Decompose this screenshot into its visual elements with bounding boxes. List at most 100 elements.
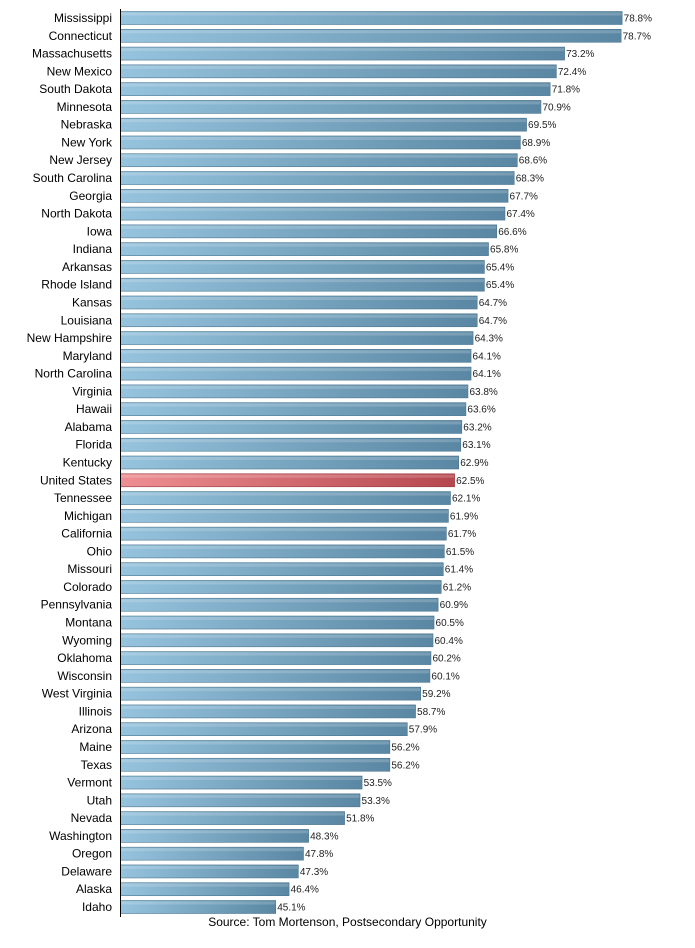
bar-highlight-nebraska (121, 119, 527, 123)
bar-highlight-delaware (121, 865, 298, 869)
value-label-west-virginia: 59.2% (422, 689, 450, 700)
value-label-hawaii: 63.6% (467, 405, 495, 416)
category-label-kentucky: Kentucky (63, 456, 112, 470)
bar-highlight-louisiana (121, 314, 477, 318)
value-label-maryland: 64.1% (473, 351, 501, 362)
category-label-florida: Florida (75, 438, 112, 452)
bar-highlight-connecticut (121, 30, 621, 34)
category-label-south-dakota: South Dakota (39, 82, 112, 96)
value-label-wisconsin: 60.1% (431, 671, 459, 682)
category-label-maine: Maine (79, 740, 112, 754)
value-label-florida: 63.1% (462, 440, 490, 451)
bar-highlight-wyoming (121, 634, 433, 638)
category-label-arkansas: Arkansas (62, 260, 112, 274)
bar-highlight-mississippi (121, 12, 622, 16)
category-label-united-states: United States (40, 473, 112, 487)
category-label-connecticut: Connecticut (49, 29, 113, 43)
value-label-south-dakota: 71.8% (552, 85, 580, 96)
bar-highlight-oklahoma (121, 652, 431, 656)
value-label-georgia: 67.7% (510, 191, 538, 202)
category-label-california: California (61, 527, 112, 541)
bar-highlight-colorado (121, 581, 441, 585)
category-label-massachusetts: Massachusetts (32, 47, 112, 61)
value-label-new-hampshire: 64.3% (475, 334, 503, 345)
bar-highlight-georgia (121, 190, 508, 194)
category-label-iowa: Iowa (87, 224, 113, 238)
bar-highlight-florida (121, 439, 461, 443)
category-label-pennsylvania: Pennsylvania (41, 598, 113, 612)
bar-highlight-new-mexico (121, 65, 556, 69)
category-label-texas: Texas (81, 758, 112, 772)
bar-highlight-north-dakota (121, 208, 505, 212)
category-label-georgia: Georgia (69, 189, 112, 203)
bar-highlight-wisconsin (121, 670, 430, 674)
value-label-virginia: 63.8% (469, 387, 497, 398)
value-label-north-carolina: 64.1% (473, 369, 501, 380)
category-label-rhode-island: Rhode Island (41, 278, 112, 292)
bar-highlight-new-hampshire (121, 332, 473, 336)
bar-highlight-indiana (121, 243, 489, 247)
category-label-ohio: Ohio (87, 544, 113, 558)
value-label-united-states: 62.5% (456, 476, 484, 487)
category-label-south-carolina: South Carolina (33, 171, 113, 185)
value-label-idaho: 45.1% (277, 903, 305, 914)
value-label-mississippi: 78.8% (624, 14, 652, 25)
bar-highlight-alabama (121, 421, 462, 425)
bar-highlight-iowa (121, 225, 497, 229)
bar-highlight-west-virginia (121, 688, 421, 692)
value-label-south-carolina: 68.3% (516, 174, 544, 185)
value-label-illinois: 58.7% (417, 707, 445, 718)
category-label-montana: Montana (65, 616, 112, 630)
category-label-michigan: Michigan (64, 509, 112, 523)
value-label-massachusetts: 73.2% (566, 49, 594, 60)
value-label-rhode-island: 65.4% (486, 280, 514, 291)
bar-highlight-hawaii (121, 403, 466, 407)
category-label-oklahoma: Oklahoma (57, 651, 112, 665)
bar-highlight-missouri (121, 563, 443, 567)
bar-highlight-maryland (121, 350, 471, 354)
category-label-west-virginia: West Virginia (42, 687, 113, 701)
category-label-louisiana: Louisiana (61, 313, 113, 327)
value-label-colorado: 61.2% (443, 582, 471, 593)
value-label-kentucky: 62.9% (460, 458, 488, 469)
value-label-tennessee: 62.1% (452, 494, 480, 505)
category-label-wyoming: Wyoming (62, 633, 112, 647)
category-label-north-carolina: North Carolina (35, 367, 113, 381)
bar-highlight-new-jersey (121, 154, 517, 158)
value-label-iowa: 66.6% (498, 227, 526, 238)
bar-highlight-kentucky (121, 457, 459, 460)
value-label-alaska: 46.4% (291, 885, 319, 896)
category-label-arizona: Arizona (71, 722, 112, 736)
bars-layer (120, 11, 623, 914)
value-label-oklahoma: 60.2% (432, 654, 460, 665)
value-label-north-dakota: 67.4% (506, 209, 534, 220)
bar-highlight-vermont (121, 777, 362, 781)
value-label-louisiana: 64.7% (479, 316, 507, 327)
value-label-new-jersey: 68.6% (519, 156, 547, 167)
value-label-vermont: 53.5% (364, 778, 392, 789)
category-label-new-york: New York (61, 135, 113, 149)
source-note: Source: Tom Mortenson, Postsecondary Opp… (0, 915, 695, 929)
bar-highlight-ohio (121, 545, 444, 549)
bar-highlight-texas (121, 759, 390, 763)
category-label-tennessee: Tennessee (54, 491, 112, 505)
bar-highlight-utah (121, 794, 360, 798)
value-label-arizona: 57.9% (409, 725, 437, 736)
bar-highlight-nevada (121, 812, 345, 816)
value-label-new-york: 68.9% (522, 138, 550, 149)
bar-highlight-south-dakota (121, 83, 550, 87)
category-label-wisconsin: Wisconsin (57, 669, 112, 683)
value-label-utah: 53.3% (362, 796, 390, 807)
bar-highlight-michigan (121, 510, 448, 514)
category-label-hawaii: Hawaii (76, 402, 112, 416)
category-label-utah: Utah (87, 793, 112, 807)
bar-highlight-rhode-island (121, 279, 484, 283)
source-text: Source: Tom Mortenson, Postsecondary Opp… (208, 915, 487, 929)
value-label-alabama: 63.2% (463, 422, 491, 433)
bar-highlight-kansas (121, 296, 477, 300)
value-label-kansas: 64.7% (479, 298, 507, 309)
bar-highlight-california (121, 528, 446, 532)
value-label-arkansas: 65.4% (486, 262, 514, 273)
category-label-alabama: Alabama (65, 420, 113, 434)
value-label-pennsylvania: 60.9% (440, 600, 468, 611)
